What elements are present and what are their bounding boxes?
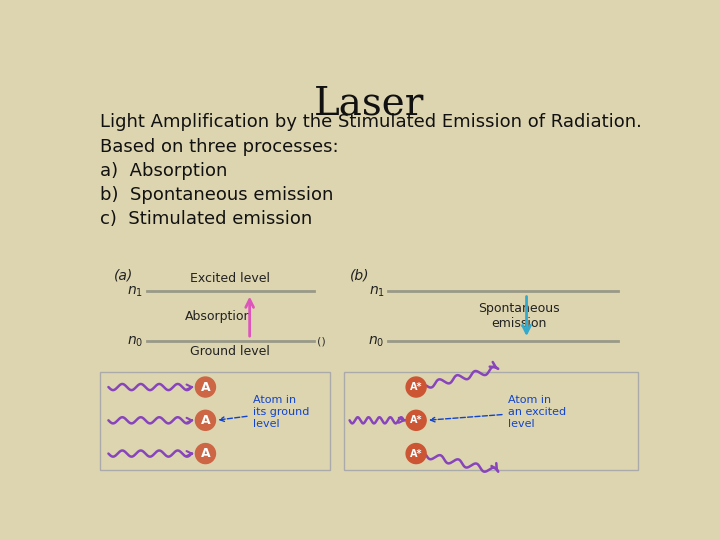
- Text: Based on three processes:: Based on three processes:: [100, 138, 338, 156]
- Text: $n_1$: $n_1$: [127, 284, 143, 299]
- Text: A: A: [201, 381, 210, 394]
- Circle shape: [195, 377, 215, 397]
- Circle shape: [406, 377, 426, 397]
- Text: Excited level: Excited level: [190, 272, 271, 285]
- Text: Absorption: Absorption: [185, 310, 253, 323]
- Text: Ground level: Ground level: [191, 345, 270, 358]
- Text: a)  Absorption: a) Absorption: [100, 161, 228, 180]
- Text: Atom in
its ground
level: Atom in its ground level: [220, 395, 309, 429]
- Text: c)  Stimulated emission: c) Stimulated emission: [100, 210, 312, 228]
- Text: $n_0$: $n_0$: [368, 334, 384, 348]
- Circle shape: [406, 410, 426, 430]
- FancyBboxPatch shape: [344, 373, 638, 470]
- Circle shape: [195, 410, 215, 430]
- FancyBboxPatch shape: [100, 373, 330, 470]
- Text: (a): (a): [114, 268, 133, 282]
- Text: A: A: [201, 414, 210, 427]
- Text: b)  Spontaneous emission: b) Spontaneous emission: [100, 186, 333, 204]
- Circle shape: [195, 443, 215, 463]
- Circle shape: [406, 443, 426, 463]
- Text: $n_1$: $n_1$: [369, 284, 384, 299]
- Text: Spontaneous
emission: Spontaneous emission: [478, 302, 559, 330]
- Text: Light Amplification by the Stimulated Emission of Radiation.: Light Amplification by the Stimulated Em…: [100, 113, 642, 131]
- Text: $n_0$: $n_0$: [127, 334, 143, 348]
- Text: A*: A*: [410, 415, 423, 426]
- Text: A*: A*: [410, 449, 423, 458]
- Text: Atom in
an excited
level: Atom in an excited level: [431, 395, 566, 429]
- Text: A: A: [201, 447, 210, 460]
- Text: (): (): [317, 336, 325, 346]
- Text: A*: A*: [410, 382, 423, 392]
- Text: Laser: Laser: [314, 85, 424, 123]
- Text: (b): (b): [350, 268, 369, 282]
